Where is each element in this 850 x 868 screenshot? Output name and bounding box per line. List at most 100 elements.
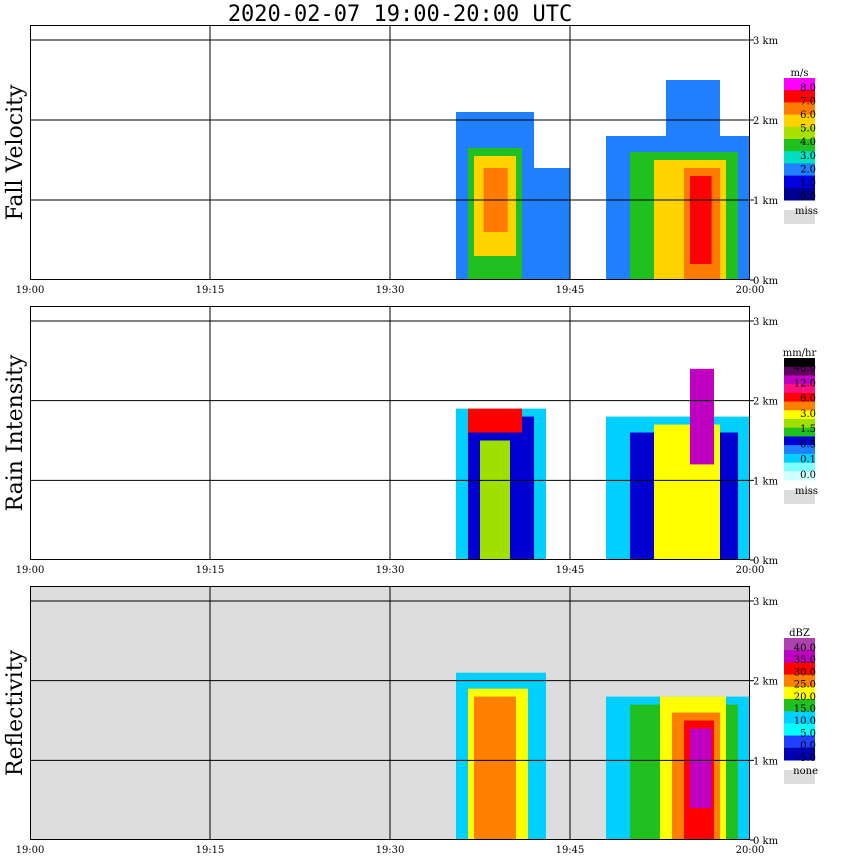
legend-swatch — [784, 453, 815, 464]
legend-swatch — [784, 723, 815, 737]
x-tick-label: 19:45 — [556, 285, 585, 296]
legend-swatch — [784, 392, 815, 403]
x-tick-label: 19:15 — [196, 565, 225, 576]
legend-label: 48.0 — [794, 363, 816, 374]
x-tick-label: 19:00 — [16, 565, 45, 576]
y-tick-label: 2 km — [753, 397, 779, 408]
data-cell — [690, 728, 712, 809]
legend-unit: mm/hr — [783, 348, 817, 359]
legend-swatch — [784, 139, 815, 152]
legend-swatch — [784, 410, 815, 420]
legend-swatch — [784, 638, 815, 651]
legend-swatch — [784, 366, 815, 376]
legend-label: 25.0 — [794, 680, 816, 691]
chart-title: 2020-02-07 19:00-20:00 UTC — [227, 2, 573, 27]
legend-swatch — [784, 126, 815, 140]
y-tick-label: 0 km — [753, 276, 779, 287]
legend-swatch — [784, 674, 815, 688]
legend-swatch — [784, 462, 815, 472]
legend-label: 0.0 — [800, 470, 816, 481]
legend-label: 7.0 — [800, 97, 816, 108]
legend-swatch — [784, 90, 815, 103]
x-tick-label: 20:00 — [736, 285, 765, 296]
legend-swatch — [784, 151, 815, 164]
y-tick-label: 1 km — [753, 756, 779, 767]
y-tick-label: 1 km — [753, 476, 779, 487]
legend-swatch — [784, 384, 815, 394]
legend-swatch — [784, 163, 815, 177]
legend-label: -5.0 — [797, 753, 816, 764]
y-axis-label: Fall Velocity — [3, 84, 28, 220]
legend-label: 6.0 — [800, 110, 816, 121]
x-tick-label: 19:30 — [376, 565, 405, 576]
x-tick-label: 19:45 — [556, 845, 585, 856]
legend-miss-label: none — [793, 766, 818, 777]
legend-label: 2.0 — [800, 164, 816, 175]
legend-swatch — [784, 187, 815, 201]
x-tick-label: 19:45 — [556, 565, 585, 576]
legend-swatch — [784, 686, 815, 700]
y-axis-label: Reflectivity — [3, 649, 28, 776]
legend-label: 0.0 — [800, 741, 816, 752]
legend-miss-swatch — [784, 770, 815, 784]
legend-swatch — [784, 114, 815, 128]
legend-miss-label: miss — [795, 206, 818, 217]
legend-swatch — [784, 650, 815, 663]
legend-swatch — [784, 445, 815, 455]
x-tick-label: 20:00 — [736, 845, 765, 856]
legend-label: 10.0 — [794, 716, 816, 727]
legend-label: 20.0 — [794, 692, 816, 703]
data-cell — [666, 80, 720, 144]
data-cell — [480, 440, 510, 560]
legend-label: 35.0 — [794, 655, 816, 666]
legend-label: 0.5 — [800, 439, 816, 450]
y-tick-label: 2 km — [753, 116, 779, 127]
plot-frame — [30, 586, 750, 840]
y-tick-label: 3 km — [753, 317, 779, 328]
legend-swatch — [784, 78, 815, 91]
legend-label: 5.0 — [800, 124, 816, 135]
x-tick-label: 19:00 — [16, 845, 45, 856]
x-tick-label: 19:00 — [16, 285, 45, 296]
legend-miss-swatch — [784, 210, 815, 224]
x-tick-label: 19:15 — [196, 845, 225, 856]
legend-label: 4.0 — [800, 137, 816, 148]
legend-label: 0.0 — [800, 191, 816, 202]
legend-swatch — [784, 427, 815, 437]
legend-label: 0.1 — [800, 455, 816, 466]
data-cell — [534, 168, 570, 280]
legend-label: 1.0 — [800, 178, 816, 189]
data-cell — [690, 368, 714, 465]
legend-unit: m/s — [791, 68, 809, 79]
legend-label: 30.0 — [794, 667, 816, 678]
x-tick-label: 19:30 — [376, 285, 405, 296]
legend-swatch — [784, 102, 815, 116]
data-cell — [468, 408, 522, 433]
y-axis-label: Rain Intensity — [3, 354, 28, 511]
legend-label: 8.0 — [800, 83, 816, 94]
panel-3 — [30, 586, 815, 841]
y-tick-label: 3 km — [753, 597, 779, 608]
legend-label: 3.0 — [800, 409, 816, 420]
legend-label: 1.5 — [800, 424, 816, 435]
y-tick-label: 1 km — [753, 196, 779, 207]
legend-swatch — [784, 358, 815, 368]
x-tick-label: 19:15 — [196, 285, 225, 296]
legend-swatch — [784, 419, 815, 429]
y-tick-label: 0 km — [753, 836, 779, 847]
legend-label: 6.0 — [800, 394, 816, 405]
legend-label: 3.0 — [800, 151, 816, 162]
legend-swatch — [784, 747, 815, 761]
y-tick-label: 0 km — [753, 556, 779, 567]
panel-1 — [30, 25, 815, 281]
legend-swatch — [784, 436, 815, 446]
y-tick-label: 2 km — [753, 677, 779, 688]
legend-swatch — [784, 699, 815, 712]
panel-2 — [30, 306, 815, 561]
x-tick-label: 19:30 — [376, 845, 405, 856]
plot-frame — [30, 25, 750, 280]
legend-swatch — [784, 375, 815, 385]
legend-label: 12.0 — [794, 378, 816, 389]
legend-swatch — [784, 175, 815, 189]
